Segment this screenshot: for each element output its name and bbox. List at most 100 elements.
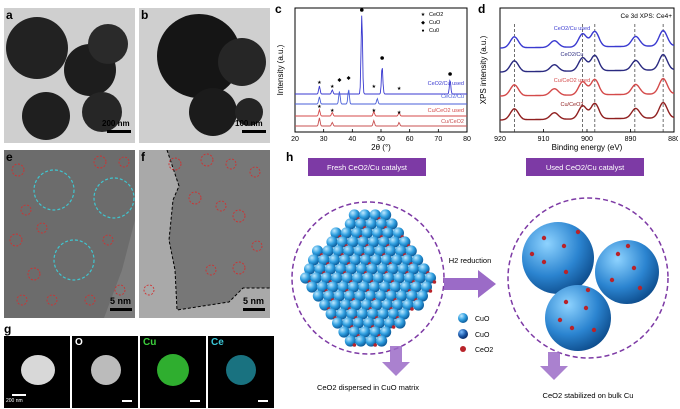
- xps-series-line: [499, 53, 675, 73]
- xps-tick-label: 890: [625, 136, 637, 143]
- panel-b-label: b: [141, 8, 149, 22]
- xps-plot: 920 910 900 890 880 Ce 3d XPS: Ce4+ Binding …: [479, 7, 678, 152]
- fresh-cuo-sphere: [356, 308, 368, 320]
- fresh-cuo-sphere: [349, 254, 361, 266]
- xrd-series-line: [295, 89, 467, 105]
- fresh-cuo-sphere: [386, 218, 398, 230]
- fresh-cuo-sphere: [410, 281, 422, 293]
- fresh-ceo2-dot: [428, 289, 433, 293]
- panel-a-scale-bar: [107, 130, 131, 133]
- xrd-legend-symbol: ★: [421, 12, 426, 18]
- fresh-cuo-sphere: [368, 236, 380, 248]
- fresh-ceo2-dot: [373, 343, 377, 347]
- cu-map-scale-bar: [190, 400, 200, 402]
- o-map-scale-bar: [122, 400, 132, 402]
- used-ceo2-dot: [583, 305, 589, 311]
- fresh-cuo-sphere: [380, 326, 392, 338]
- fresh-cuo-matrix: [300, 209, 437, 347]
- xrd-tick-label: 60: [406, 136, 414, 143]
- o-map: O: [72, 336, 138, 408]
- fresh-cuo-sphere: [405, 245, 417, 257]
- fresh-cuo-sphere: [382, 227, 394, 239]
- fresh-cuo-sphere: [412, 254, 424, 266]
- fresh-cuo-sphere: [343, 245, 355, 257]
- xrd-cuo-marker: [337, 78, 342, 82]
- fresh-cuo-sphere: [393, 272, 405, 284]
- panel-d-label: d: [478, 2, 486, 16]
- xrd-tick-label: 70: [434, 136, 442, 143]
- panel-e-scale-text: 5 nm: [110, 296, 132, 306]
- xrd-ceo2-marker: ★: [330, 84, 335, 90]
- xrd-series-line: [295, 15, 467, 95]
- xrd-cuo-marker: [346, 76, 351, 80]
- fresh-cuo-sphere: [368, 281, 380, 293]
- xrd-legend-label: CeO2: [429, 12, 443, 18]
- used-ceo2-dot: [557, 317, 563, 323]
- used-ceo2-dot: [591, 327, 597, 333]
- fresh-down-arrow: [382, 346, 410, 376]
- legend-ceo2-label: CeO2: [475, 347, 493, 354]
- fresh-cuo-sphere: [329, 299, 341, 311]
- used-down-arrow: [540, 352, 568, 380]
- fresh-cuo-sphere: [352, 317, 364, 329]
- fresh-cuo-sphere: [333, 290, 345, 302]
- panel-e-label: e: [6, 150, 13, 164]
- fresh-title: Fresh CeO2/Cu catalyst: [327, 163, 408, 172]
- xrd-tick-label: 50: [377, 136, 385, 143]
- used-ceo2-dots: [529, 229, 643, 333]
- fresh-cuo-sphere: [338, 326, 350, 338]
- xrd-legend-symbol: ◆: [421, 20, 425, 26]
- fresh-cuo-sphere: [388, 236, 400, 248]
- panel-e-overlay: [4, 150, 135, 318]
- fresh-cuo-sphere: [354, 290, 366, 302]
- fresh-cuo-sphere: [306, 281, 318, 293]
- fresh-cuo-sphere: [345, 263, 357, 275]
- fresh-cuo-sphere: [394, 317, 406, 329]
- xrd-ceo2-marker: ★: [372, 108, 377, 114]
- panel-f-overlay: [139, 150, 270, 318]
- fresh-cuo-sphere: [372, 272, 384, 284]
- legend-cuo-label-1: CuO: [475, 316, 490, 323]
- panel-a-tem-image: a 200 nm: [4, 8, 135, 143]
- xrd-ceo2-marker: ★: [330, 108, 335, 114]
- xrd-series-line: [295, 108, 467, 117]
- ce-map-scale-bar: [258, 400, 268, 402]
- used-cu-particle-3: [545, 285, 611, 351]
- xrd-ceo2-marker: ★: [397, 86, 402, 92]
- xps-tick-label: 910: [538, 136, 550, 143]
- fresh-cuo-sphere: [336, 308, 348, 320]
- fresh-cuo-sphere: [332, 317, 344, 329]
- used-ceo2-dot: [585, 287, 591, 293]
- xps-ylabel: XPS intensity (a.u.): [479, 35, 488, 104]
- fresh-cuo-sphere: [359, 326, 371, 338]
- xrd-tick-label: 30: [320, 136, 328, 143]
- xrd-legend-symbol: ●: [421, 28, 424, 34]
- xps-series-line: [499, 101, 675, 121]
- xrd-tick-label: 20: [291, 136, 299, 143]
- xps-series-label: Cu/CeO2 used: [554, 78, 590, 84]
- fresh-cuo-sphere: [355, 335, 367, 347]
- o-map-label: O: [75, 337, 83, 348]
- fresh-cuo-sphere: [365, 218, 377, 230]
- xrd-ceo2-marker: ★: [372, 84, 377, 90]
- panel-b-particles: [157, 14, 266, 136]
- used-ceo2-dot: [575, 229, 581, 235]
- xrd-xlabel: 2θ (°): [371, 143, 391, 152]
- used-ceo2-dot: [563, 299, 569, 305]
- fresh-cuo-sphere: [370, 254, 382, 266]
- fresh-cuo-sphere: [352, 272, 364, 284]
- fresh-cuo-sphere: [304, 263, 316, 275]
- fresh-cuo-sphere: [327, 281, 339, 293]
- fresh-cuo-sphere: [373, 317, 385, 329]
- used-title: Used CeO2/Cu catalyst: [546, 163, 625, 172]
- xps-tick-label: 900: [581, 136, 593, 143]
- xps-tick-label: 880: [668, 136, 678, 143]
- xrd-tick-label: 40: [348, 136, 356, 143]
- legend-cuo-label-2: CuO: [475, 332, 490, 339]
- fresh-ceo2-dot: [352, 343, 357, 347]
- xrd-cu-marker: [448, 72, 452, 76]
- xrd-plot: ★ ★ ★ ★ ★ ★ ★ ★ 20 30 40 50 60 70 80 2θ (°) Intensity…: [276, 7, 471, 152]
- fresh-cuo-sphere: [347, 236, 359, 248]
- panel-c-label: c: [275, 2, 282, 16]
- fresh-cuo-sphere: [350, 299, 362, 311]
